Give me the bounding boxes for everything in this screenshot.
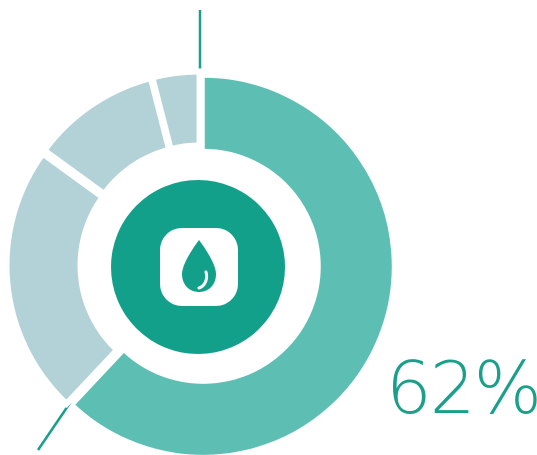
bottom-leader-line xyxy=(36,399,74,451)
donut-slice-1 xyxy=(71,74,395,455)
donut-slice-2 xyxy=(3,149,122,409)
donut-slice-4 xyxy=(148,68,203,153)
water-drop-icon xyxy=(160,228,238,306)
percent-label: 62% xyxy=(386,346,537,430)
